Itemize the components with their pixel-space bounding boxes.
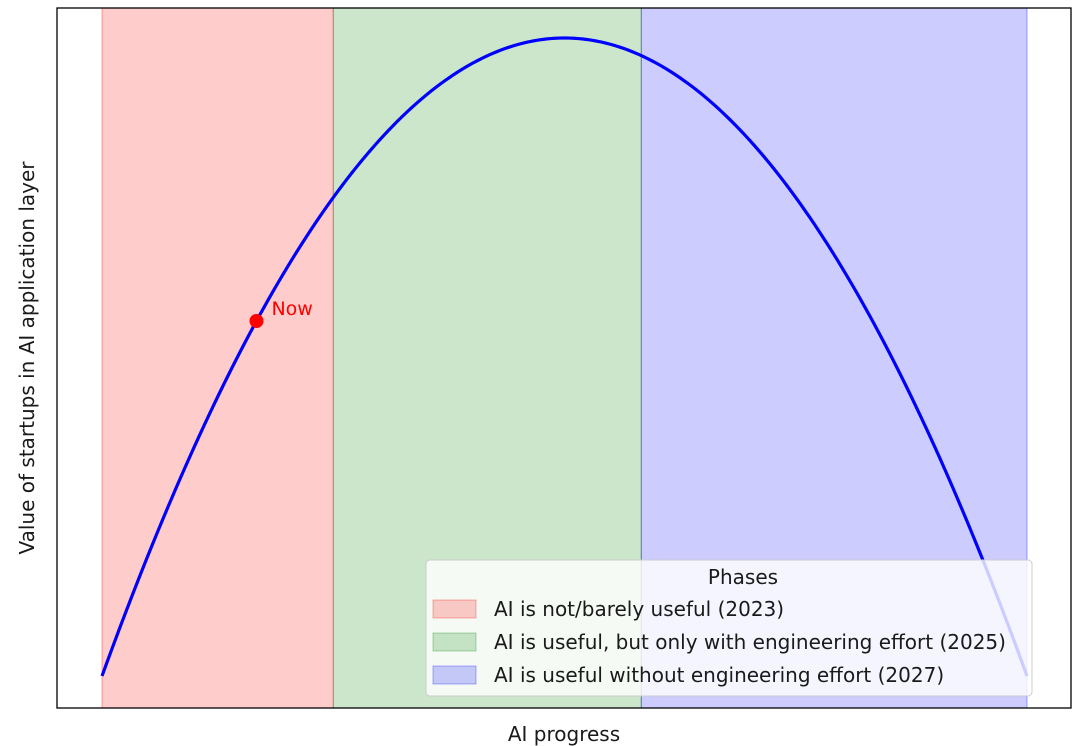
y-axis-label: Value of startups in AI application laye… bbox=[15, 161, 39, 555]
legend-label-2: AI is useful, but only with engineering … bbox=[494, 630, 1006, 654]
legend-title: Phases bbox=[708, 565, 778, 589]
legend: Phases AI is not/barely useful (2023) AI i… bbox=[425, 559, 1033, 697]
now-label: Now bbox=[271, 298, 312, 320]
legend-box bbox=[425, 559, 1033, 697]
legend-swatch-3 bbox=[432, 665, 477, 685]
legend-swatch-2 bbox=[432, 632, 477, 652]
now-marker bbox=[249, 313, 264, 328]
annotation-group: Now bbox=[249, 298, 313, 328]
phase-span-1 bbox=[102, 8, 334, 708]
legend-label-1: AI is not/barely useful (2023) bbox=[494, 597, 784, 621]
legend-label-3: AI is useful without engineering effort … bbox=[494, 663, 944, 687]
legend-swatch-1 bbox=[432, 599, 477, 619]
plot-frame bbox=[56, 7, 1072, 709]
x-axis-label: AI progress bbox=[508, 722, 620, 746]
